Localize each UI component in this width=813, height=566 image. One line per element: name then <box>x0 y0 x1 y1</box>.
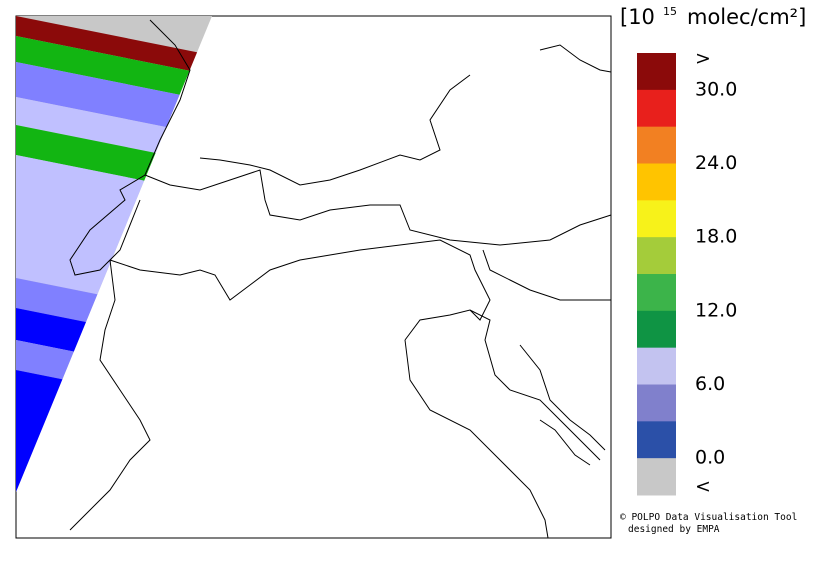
colorbar-label: 12.0 <box>695 299 737 321</box>
colorbar-bin <box>637 53 676 91</box>
colorbar-bin <box>637 458 676 496</box>
unit-rest: molec/cm²] <box>687 5 806 29</box>
colorbar-bin <box>637 126 676 164</box>
colorbar-label: 6.0 <box>695 373 725 395</box>
colorbar-bin <box>637 310 676 349</box>
colorbar-label: < <box>695 476 711 498</box>
colorbar-bin <box>637 237 676 275</box>
credit-line: © POLPO Data Visualisation Tool <box>620 512 797 523</box>
colorbar-label: 18.0 <box>695 226 737 248</box>
colorbar-bin <box>637 163 676 201</box>
colorbar-bin <box>637 200 676 238</box>
colorbar-bin <box>637 421 676 459</box>
unit-exponent: 15 <box>663 5 677 18</box>
borders <box>69 19 612 539</box>
colorbar-label: 24.0 <box>695 152 737 174</box>
colorbar-bin <box>637 274 676 312</box>
colorbar-label: 0.0 <box>695 447 725 469</box>
credit-line: designed by EMPA <box>628 524 720 535</box>
colorbar-label: 30.0 <box>695 78 737 100</box>
colorbar-label: > <box>695 48 711 70</box>
colorbar-bin <box>637 347 676 385</box>
colorbar-bin <box>637 89 676 128</box>
colorbar-bin <box>637 384 676 422</box>
unit-base: [10 <box>620 5 655 29</box>
